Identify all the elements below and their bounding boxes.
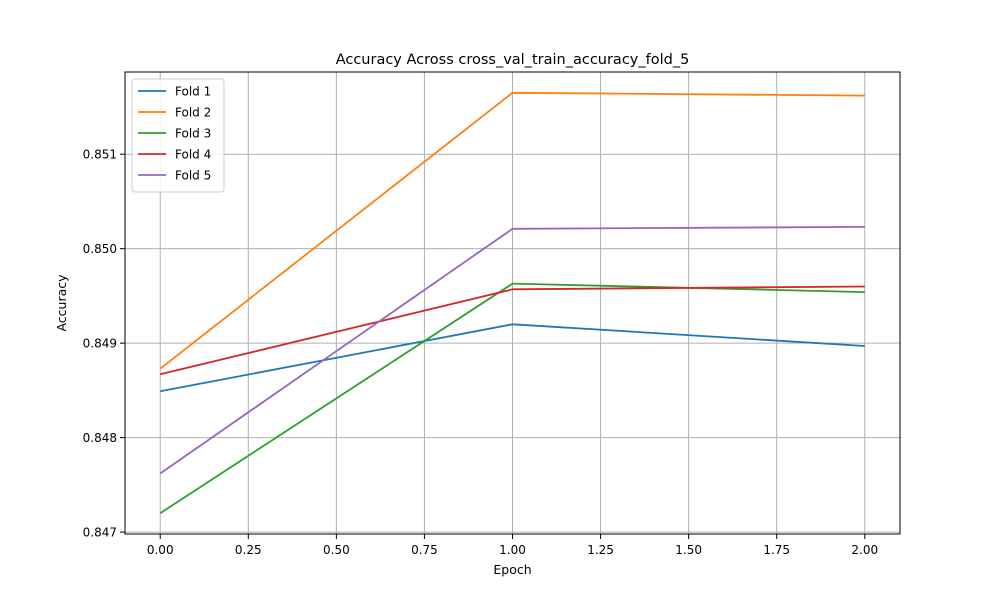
x-tick-label: 1.75 [763,543,790,557]
legend-box [131,78,225,193]
x-tick-label: 2.00 [851,543,878,557]
x-tick-label: 1.00 [499,543,526,557]
grid-lines [125,72,900,534]
y-tick-label: 0.849 [83,337,117,351]
legend: Fold 1 Fold 2 Fold 3 Fold 4 Fold 5 [131,78,225,193]
x-tick-label: 1.25 [587,543,614,557]
series-line-fold-3 [159,282,865,514]
series-line-fold-1 [160,323,865,393]
x-tick-label: 0.00 [147,543,174,557]
y-tick-label: 0.850 [83,242,117,256]
legend-label: Fold 3 [175,127,211,141]
x-tick-label: 0.25 [235,543,262,557]
y-axis: 0.847 0.848 0.849 0.850 0.851 [83,148,125,540]
legend-label: Fold 2 [175,106,211,120]
series-line-fold-5 [159,226,865,475]
y-tick-label: 0.851 [83,148,117,162]
y-tick-label: 0.847 [83,526,117,540]
x-tick-label: 1.50 [675,543,702,557]
x-axis-label: Epoch [493,562,531,577]
legend-label: Fold 1 [175,85,211,99]
x-axis: 0.00 0.25 0.50 0.75 1.00 1.25 1.50 1.75 2.00 [147,534,878,557]
chart-title: Accuracy Across cross_val_train_accuracy… [336,52,690,68]
y-tick-label: 0.848 [83,431,117,445]
legend-label: Fold 5 [175,169,211,183]
x-tick-label: 0.50 [323,543,350,557]
x-tick-label: 0.75 [411,543,438,557]
series-lines [159,91,865,514]
series-line-fold-2 [159,91,865,370]
series-line-fold-4 [159,285,865,376]
y-axis-label: Accuracy [54,274,69,332]
legend-label: Fold 4 [175,148,211,162]
